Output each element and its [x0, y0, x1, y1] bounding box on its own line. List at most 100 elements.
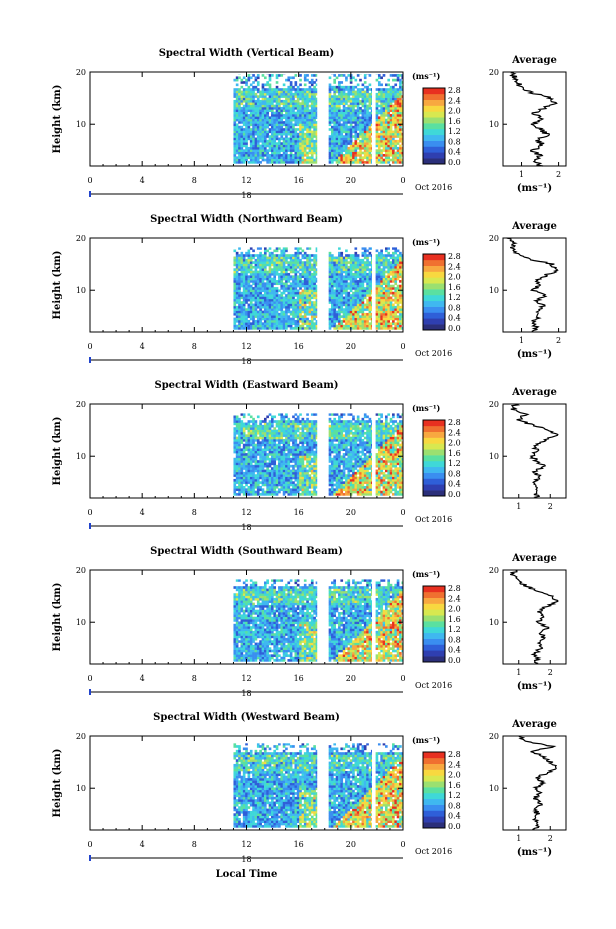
heatmap-cell: [340, 310, 344, 314]
heatmap-cell: [275, 483, 279, 487]
heatmap-cell: [310, 153, 314, 157]
heatmap-cell: [338, 123, 341, 127]
heatmap-cell: [377, 151, 381, 155]
heatmap-cell: [356, 275, 360, 278]
heatmap-cell: [259, 130, 262, 134]
heatmap-cell: [335, 265, 339, 269]
heatmap-cell: [394, 315, 398, 318]
heatmap-cell: [392, 104, 395, 108]
heatmap-cell: [287, 256, 291, 260]
heatmap-cell: [249, 460, 253, 463]
heatmap-cell: [242, 460, 246, 463]
heatmap-cell: [315, 324, 318, 328]
heatmap-cell: [296, 319, 300, 323]
heatmap-cell: [245, 312, 248, 316]
heatmap-cell: [282, 256, 286, 260]
heatmap-cell: [282, 249, 286, 253]
heatmap-cell: [242, 256, 246, 260]
heatmap-cell: [310, 308, 314, 311]
heatmap-cell: [245, 443, 248, 447]
heatmap-cell: [308, 125, 312, 129]
heatmap-cell: [354, 251, 358, 255]
heatmap-cell: [240, 261, 244, 264]
heatmap-cell: [368, 97, 372, 101]
heatmap-cell: [380, 287, 383, 290]
heatmap-cell: [273, 469, 277, 473]
heatmap-cell: [280, 272, 284, 276]
heatmap-cell: [268, 83, 272, 87]
heatmap-cell: [287, 261, 291, 264]
heatmap-cell: [296, 142, 300, 145]
heatmap-cell: [254, 457, 258, 461]
heatmap-cell: [363, 275, 367, 278]
heatmap-cell: [238, 109, 241, 112]
heatmap-cell: [380, 254, 383, 257]
heatmap-cell: [235, 474, 239, 477]
heatmap-cell: [292, 315, 295, 318]
heatmap-cell: [333, 109, 337, 112]
heatmap-cell: [289, 284, 293, 288]
heatmap-cell: [266, 125, 269, 129]
heatmap-cell: [370, 327, 372, 330]
colorbar-segment: [423, 254, 445, 261]
heatmap-cell: [382, 137, 386, 141]
heatmap-cell: [347, 312, 351, 316]
heatmap-cell: [377, 270, 381, 274]
heatmap-cell: [238, 247, 241, 250]
heatmap-cell: [368, 146, 372, 150]
heatmap-cell: [370, 277, 372, 281]
heatmap-cell: [263, 109, 267, 112]
heatmap-cell: [271, 415, 274, 419]
heatmap-cell: [247, 453, 251, 456]
heatmap-cell: [345, 109, 348, 112]
heatmap-cell: [389, 144, 393, 148]
heatmap-cell: [256, 294, 260, 297]
heatmap-cell: [249, 277, 253, 281]
heatmap-cell: [380, 139, 383, 143]
heatmap-cell: [299, 118, 302, 122]
heatmap-cell: [238, 453, 241, 456]
heatmap-cell: [259, 324, 262, 328]
heatmap-cell: [275, 104, 279, 108]
heatmap-cell: [331, 142, 334, 145]
heatmap-cell: [392, 158, 395, 162]
heatmap-cell: [342, 265, 346, 269]
heatmap-cell: [252, 272, 255, 276]
heatmap-cell: [370, 284, 372, 288]
heatmap-cell: [261, 95, 265, 98]
heatmap-cell: [366, 277, 369, 281]
heatmap-cell: [361, 312, 365, 316]
heatmap-cell: [278, 161, 281, 164]
heatmap-cell: [354, 121, 358, 124]
heatmap-cell: [387, 296, 390, 300]
heatmap-cell: [278, 116, 281, 120]
heatmap-cell: [261, 151, 265, 155]
heatmap-cell: [238, 158, 241, 162]
heatmap-cell: [268, 287, 272, 290]
heatmap-cell: [275, 424, 279, 428]
heatmap-cell: [394, 312, 398, 316]
heatmap-cell: [256, 90, 260, 94]
heatmap-cell: [285, 109, 288, 112]
heatmap-cell: [352, 95, 355, 98]
heatmap-cell: [294, 263, 298, 267]
heatmap-cell: [273, 125, 277, 129]
heatmap-cell: [313, 315, 316, 318]
heatmap-cell: [308, 294, 312, 297]
heatmap-cell: [375, 144, 379, 148]
heatmap-cell: [299, 144, 302, 148]
heatmap-cell: [282, 305, 286, 309]
heatmap-cell: [296, 254, 300, 257]
heatmap-cell: [370, 291, 372, 295]
heatmap-cell: [313, 114, 316, 117]
heatmap-cell: [278, 151, 281, 155]
heatmap-cell: [240, 455, 244, 459]
heatmap-cell: [294, 153, 298, 157]
heatmap-cell: [306, 261, 309, 264]
heatmap-cell: [340, 298, 344, 302]
heatmap-cell: [245, 457, 248, 461]
heatmap-cell: [280, 308, 284, 311]
heatmap-cell: [315, 258, 318, 262]
heatmap-cell: [289, 298, 293, 302]
heatmap-cell: [361, 156, 365, 159]
